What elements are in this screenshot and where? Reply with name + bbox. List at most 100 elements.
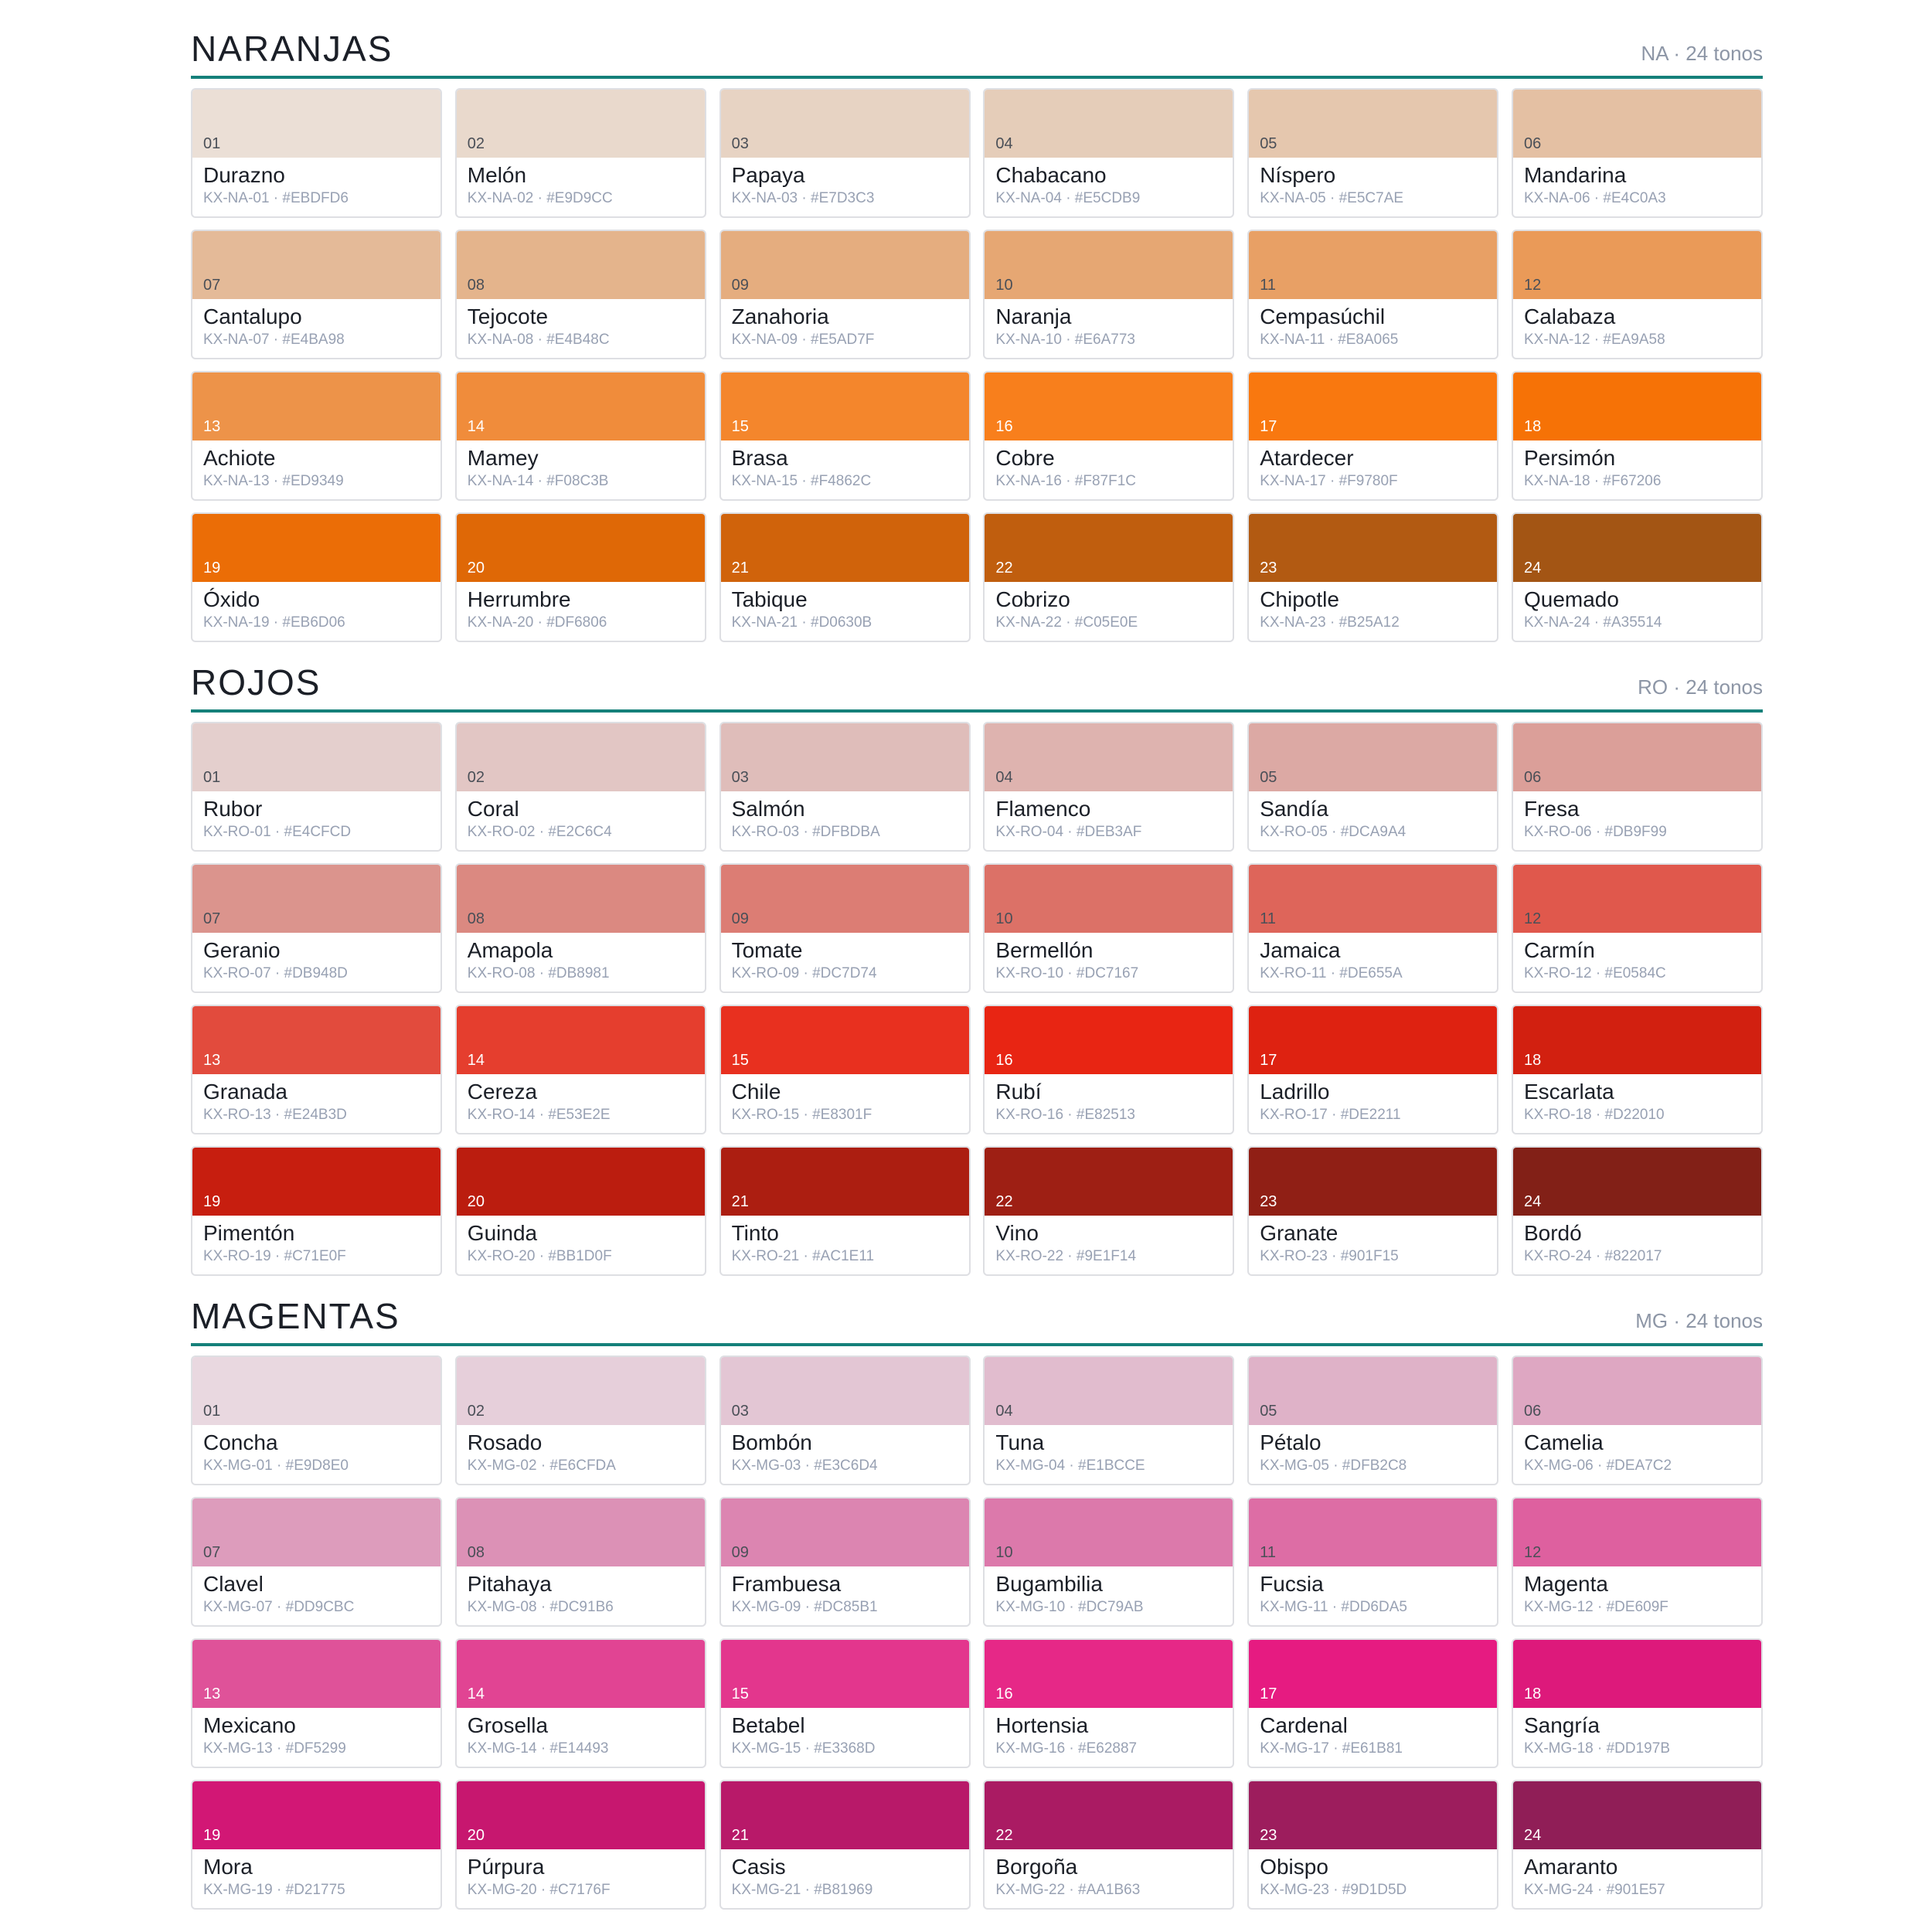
swatch-card[interactable]: 13 Mexicano KX-MG-13 · #DF5299 bbox=[191, 1638, 442, 1768]
swatch-code: KX-MG-16 · #E62887 bbox=[995, 1740, 1138, 1757]
swatch-card[interactable]: 18 Escarlata KX-RO-18 · #D22010 bbox=[1511, 1005, 1763, 1134]
swatch-card[interactable]: 20 Herrumbre KX-NA-20 · #DF6806 bbox=[454, 512, 706, 642]
swatch-card[interactable]: 02 Melón KX-NA-02 · #E9D9CC bbox=[454, 88, 706, 218]
swatch-card[interactable]: 22 Borgoña KX-MG-22 · #AA1B63 bbox=[983, 1780, 1235, 1910]
swatch-card[interactable]: 16 Cobre KX-NA-16 · #F87F1C bbox=[983, 371, 1235, 501]
swatch-card[interactable]: 09 Frambuesa KX-MG-09 · #DC85B1 bbox=[719, 1497, 971, 1627]
swatch-name: Hortensia bbox=[995, 1713, 1089, 1737]
swatch-card[interactable]: 21 Tabique KX-NA-21 · #D0630B bbox=[719, 512, 971, 642]
swatch-card[interactable]: 01 Concha KX-MG-01 · #E9D8E0 bbox=[191, 1355, 442, 1485]
swatch-card[interactable]: 22 Cobrizo KX-NA-22 · #C05E0E bbox=[983, 512, 1235, 642]
swatch-card[interactable]: 15 Brasa KX-NA-15 · #F4862C bbox=[719, 371, 971, 501]
swatch-name: Escarlata bbox=[1523, 1080, 1614, 1104]
swatch-card[interactable]: 24 Quemado KX-NA-24 · #A35514 bbox=[1511, 512, 1763, 642]
swatch-card[interactable]: 08 Amapola KX-RO-08 · #DB8981 bbox=[454, 863, 706, 993]
swatch-card[interactable]: 05 Pétalo KX-MG-05 · #DFB2C8 bbox=[1247, 1355, 1499, 1485]
swatch-card[interactable]: 06 Camelia KX-MG-06 · #DEA7C2 bbox=[1511, 1355, 1763, 1485]
swatch-info: Granada KX-RO-13 · #E24B3D bbox=[192, 1074, 440, 1125]
swatch-card[interactable]: 01 Durazno KX-NA-01 · #EBDFD6 bbox=[191, 88, 442, 218]
swatch-card[interactable]: 03 Salmón KX-RO-03 · #DFBDBA bbox=[719, 722, 971, 852]
swatch-card[interactable]: 02 Rosado KX-MG-02 · #E6CFDA bbox=[454, 1355, 706, 1485]
swatch-card[interactable]: 23 Chipotle KX-NA-23 · #B25A12 bbox=[1247, 512, 1499, 642]
swatch-card[interactable]: 23 Obispo KX-MG-23 · #9D1D5D bbox=[1247, 1780, 1499, 1910]
swatch-card[interactable]: 02 Coral KX-RO-02 · #E2C6C4 bbox=[454, 722, 706, 852]
swatch-card[interactable]: 22 Vino KX-RO-22 · #9E1F14 bbox=[983, 1146, 1235, 1276]
swatch-name: Cempasúchil bbox=[1260, 304, 1386, 328]
swatch-card[interactable]: 14 Grosella KX-MG-14 · #E14493 bbox=[454, 1638, 706, 1768]
swatch-card[interactable]: 15 Chile KX-RO-15 · #E8301F bbox=[719, 1005, 971, 1134]
swatch-code: KX-MG-14 · #E14493 bbox=[467, 1740, 609, 1757]
swatch-card[interactable]: 20 Guinda KX-RO-20 · #BB1D0F bbox=[454, 1146, 706, 1276]
swatch-card[interactable]: 03 Papaya KX-NA-03 · #E7D3C3 bbox=[719, 88, 971, 218]
swatch-card[interactable]: 12 Calabaza KX-NA-12 · #EA9A58 bbox=[1511, 230, 1763, 359]
swatch-card[interactable]: 16 Rubí KX-RO-16 · #E82513 bbox=[983, 1005, 1235, 1134]
swatch-card[interactable]: 01 Rubor KX-RO-01 · #E4CFCD bbox=[191, 722, 442, 852]
swatch-code: KX-RO-13 · #E24B3D bbox=[203, 1107, 347, 1123]
swatch-card[interactable]: 14 Mamey KX-NA-14 · #F08C3B bbox=[454, 371, 706, 501]
swatch-card[interactable]: 05 Níspero KX-NA-05 · #E5C7AE bbox=[1247, 88, 1499, 218]
swatch-name: Óxido bbox=[203, 587, 260, 611]
swatch-card[interactable]: 07 Geranio KX-RO-07 · #DB948D bbox=[191, 863, 442, 993]
swatch-info: Brasa KX-NA-15 · #F4862C bbox=[721, 440, 969, 492]
swatch-number: 08 bbox=[467, 277, 485, 294]
swatch-code: KX-RO-10 · #DC7167 bbox=[995, 965, 1139, 981]
swatch-number: 03 bbox=[731, 135, 749, 152]
swatch-card[interactable]: 04 Chabacano KX-NA-04 · #E5CDB9 bbox=[983, 88, 1235, 218]
swatch-card[interactable]: 14 Cereza KX-RO-14 · #E53E2E bbox=[454, 1005, 706, 1134]
swatch-card[interactable]: 24 Bordó KX-RO-24 · #822017 bbox=[1511, 1146, 1763, 1276]
swatch-card[interactable]: 08 Pitahaya KX-MG-08 · #DC91B6 bbox=[454, 1497, 706, 1627]
swatch-card[interactable]: 10 Naranja KX-NA-10 · #E6A773 bbox=[983, 230, 1235, 359]
swatch-card[interactable]: 09 Tomate KX-RO-09 · #DC7D74 bbox=[719, 863, 971, 993]
swatch-card[interactable]: 06 Fresa KX-RO-06 · #DB9F99 bbox=[1511, 722, 1763, 852]
swatch-name: Cantalupo bbox=[203, 304, 302, 328]
swatch-card[interactable]: 23 Granate KX-RO-23 · #901F15 bbox=[1247, 1146, 1499, 1276]
swatch-number: 09 bbox=[731, 277, 749, 294]
swatch-card[interactable]: 12 Magenta KX-MG-12 · #DE609F bbox=[1511, 1497, 1763, 1627]
swatch-info: Pitahaya KX-MG-08 · #DC91B6 bbox=[457, 1566, 705, 1617]
swatch-card[interactable]: 08 Tejocote KX-NA-08 · #E4B48C bbox=[454, 230, 706, 359]
swatch-info: Casis KX-MG-21 · #B81969 bbox=[721, 1849, 969, 1900]
swatch-card[interactable]: 06 Mandarina KX-NA-06 · #E4C0A3 bbox=[1511, 88, 1763, 218]
swatch-info: Óxido KX-NA-19 · #EB6D06 bbox=[192, 582, 440, 633]
swatch-card[interactable]: 19 Mora KX-MG-19 · #D21775 bbox=[191, 1780, 442, 1910]
swatch-card[interactable]: 04 Flamenco KX-RO-04 · #DEB3AF bbox=[983, 722, 1235, 852]
swatch-card[interactable]: 17 Cardenal KX-MG-17 · #E61B81 bbox=[1247, 1638, 1499, 1768]
swatch-card[interactable]: 13 Granada KX-RO-13 · #E24B3D bbox=[191, 1005, 442, 1134]
swatch-card[interactable]: 10 Bermellón KX-RO-10 · #DC7167 bbox=[983, 863, 1235, 993]
color-swatch: 11 bbox=[1249, 865, 1498, 933]
swatch-card[interactable]: 10 Bugambilia KX-MG-10 · #DC79AB bbox=[983, 1497, 1235, 1627]
swatch-card[interactable]: 12 Carmín KX-RO-12 · #E0584C bbox=[1511, 863, 1763, 993]
swatch-card[interactable]: 04 Tuna KX-MG-04 · #E1BCCE bbox=[983, 1355, 1235, 1485]
swatch-card[interactable]: 19 Pimentón KX-RO-19 · #C71E0F bbox=[191, 1146, 442, 1276]
swatch-name: Cobre bbox=[995, 446, 1055, 470]
swatch-card[interactable]: 17 Ladrillo KX-RO-17 · #DE2211 bbox=[1247, 1005, 1499, 1134]
swatch-card[interactable]: 05 Sandía KX-RO-05 · #DCA9A4 bbox=[1247, 722, 1499, 852]
swatch-card[interactable]: 03 Bombón KX-MG-03 · #E3C6D4 bbox=[719, 1355, 971, 1485]
swatch-card[interactable]: 11 Fucsia KX-MG-11 · #DD6DA5 bbox=[1247, 1497, 1499, 1627]
swatch-name: Fresa bbox=[1523, 797, 1580, 821]
swatch-card[interactable]: 07 Cantalupo KX-NA-07 · #E4BA98 bbox=[191, 230, 442, 359]
swatch-code: KX-RO-03 · #DFBDBA bbox=[731, 824, 880, 840]
swatch-card[interactable]: 09 Zanahoria KX-NA-09 · #E5AD7F bbox=[719, 230, 971, 359]
section-naranjas: NARANJAS NA · 24 tonos 01 Durazno KX-NA-01… bbox=[191, 0, 1763, 642]
swatch-number: 23 bbox=[1260, 560, 1277, 577]
swatch-card[interactable]: 15 Betabel KX-MG-15 · #E3368D bbox=[719, 1638, 971, 1768]
swatch-card[interactable]: 17 Atardecer KX-NA-17 · #F9780F bbox=[1247, 371, 1499, 501]
swatch-card[interactable]: 19 Óxido KX-NA-19 · #EB6D06 bbox=[191, 512, 442, 642]
swatch-card[interactable]: 07 Clavel KX-MG-07 · #DD9CBC bbox=[191, 1497, 442, 1627]
swatch-code: KX-MG-23 · #9D1D5D bbox=[1260, 1882, 1407, 1898]
swatch-card[interactable]: 16 Hortensia KX-MG-16 · #E62887 bbox=[983, 1638, 1235, 1768]
swatch-code: KX-NA-04 · #E5CDB9 bbox=[995, 190, 1141, 206]
swatch-info: Bermellón KX-RO-10 · #DC7167 bbox=[985, 933, 1233, 984]
swatch-card[interactable]: 18 Sangría KX-MG-18 · #DD197B bbox=[1511, 1638, 1763, 1768]
swatch-card[interactable]: 11 Cempasúchil KX-NA-11 · #E8A065 bbox=[1247, 230, 1499, 359]
section-meta: NA · 24 tonos bbox=[1641, 42, 1763, 65]
swatch-name: Coral bbox=[467, 797, 519, 821]
swatch-card[interactable]: 11 Jamaica KX-RO-11 · #DE655A bbox=[1247, 863, 1499, 993]
swatch-card[interactable]: 18 Persimón KX-NA-18 · #F67206 bbox=[1511, 371, 1763, 501]
swatch-card[interactable]: 20 Púrpura KX-MG-20 · #C7176F bbox=[454, 1780, 706, 1910]
swatch-card[interactable]: 24 Amaranto KX-MG-24 · #901E57 bbox=[1511, 1780, 1763, 1910]
swatch-card[interactable]: 21 Tinto KX-RO-21 · #AC1E11 bbox=[719, 1146, 971, 1276]
swatch-card[interactable]: 13 Achiote KX-NA-13 · #ED9349 bbox=[191, 371, 442, 501]
swatch-card[interactable]: 21 Casis KX-MG-21 · #B81969 bbox=[719, 1780, 971, 1910]
